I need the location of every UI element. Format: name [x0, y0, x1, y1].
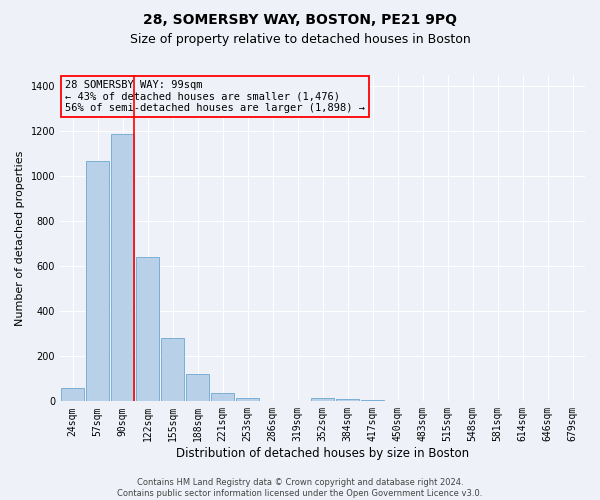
Text: 28, SOMERSBY WAY, BOSTON, PE21 9PQ: 28, SOMERSBY WAY, BOSTON, PE21 9PQ [143, 12, 457, 26]
X-axis label: Distribution of detached houses by size in Boston: Distribution of detached houses by size … [176, 447, 469, 460]
Text: Size of property relative to detached houses in Boston: Size of property relative to detached ho… [130, 32, 470, 46]
Bar [211, 394, 234, 402]
Y-axis label: Number of detached properties: Number of detached properties [15, 150, 25, 326]
Bar [61, 388, 84, 402]
Bar [86, 160, 109, 402]
Bar [311, 398, 334, 402]
Text: 28 SOMERSBY WAY: 99sqm
← 43% of detached houses are smaller (1,476)
56% of semi-: 28 SOMERSBY WAY: 99sqm ← 43% of detached… [65, 80, 365, 113]
Bar [161, 338, 184, 402]
Bar [336, 399, 359, 402]
Text: Contains HM Land Registry data © Crown copyright and database right 2024.
Contai: Contains HM Land Registry data © Crown c… [118, 478, 482, 498]
Bar [186, 374, 209, 402]
Bar [361, 400, 384, 402]
Bar [111, 134, 134, 402]
Bar [136, 258, 159, 402]
Bar [236, 398, 259, 402]
